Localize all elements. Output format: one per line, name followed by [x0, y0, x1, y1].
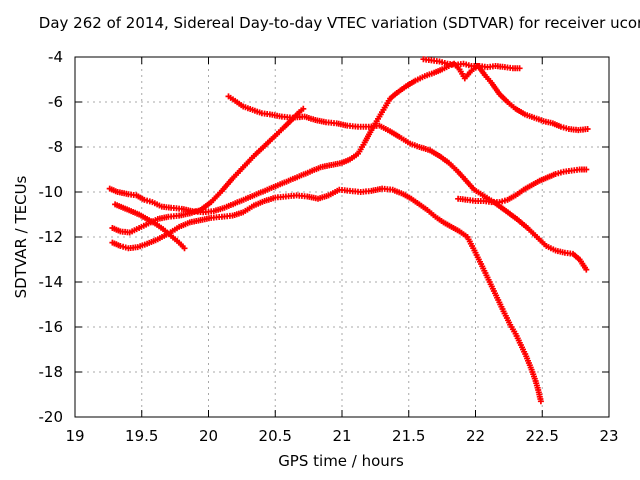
x-tick-label: 19	[65, 427, 84, 445]
y-tick-label: -14	[39, 273, 64, 291]
y-tick-label: -12	[39, 228, 64, 246]
trace-2	[109, 105, 307, 236]
x-tick-label: 22.5	[526, 427, 559, 445]
x-tick-label: 20.5	[259, 427, 292, 445]
y-tick-label: -6	[48, 93, 63, 111]
y-tick-label: -20	[39, 408, 64, 426]
x-tick-label: 23	[599, 427, 618, 445]
trace-1	[225, 93, 590, 273]
x-tick-label: 20	[199, 427, 218, 445]
trace-4	[420, 56, 523, 72]
y-tick-label: -8	[48, 138, 63, 156]
x-tick-label: 21	[332, 427, 351, 445]
y-tick-label: -18	[39, 363, 64, 381]
x-axis-label: GPS time / hours	[278, 452, 404, 470]
x-tick-label: 21.5	[392, 427, 425, 445]
trace-6	[112, 201, 188, 252]
y-tick-label: -16	[39, 318, 64, 336]
trace-3	[106, 60, 591, 216]
x-tick-label: 19.5	[125, 427, 158, 445]
x-tick-label: 22	[466, 427, 485, 445]
y-tick-label: -10	[39, 183, 64, 201]
y-tick-label: -4	[48, 48, 63, 66]
chart-title: Day 262 of 2014, Sidereal Day-to-day VTE…	[38, 14, 640, 32]
trace-7	[455, 166, 590, 206]
